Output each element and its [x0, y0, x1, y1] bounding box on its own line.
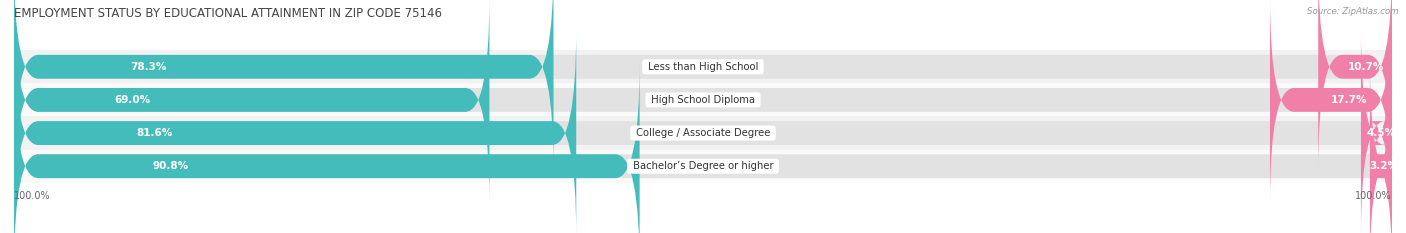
Text: 17.7%: 17.7% [1331, 95, 1368, 105]
FancyBboxPatch shape [1368, 62, 1393, 233]
Bar [14, 150, 1392, 183]
Text: 78.3%: 78.3% [131, 62, 167, 72]
FancyBboxPatch shape [14, 29, 1392, 233]
Text: Source: ZipAtlas.com: Source: ZipAtlas.com [1308, 7, 1399, 16]
Text: 4.5%: 4.5% [1367, 128, 1396, 138]
Text: 10.7%: 10.7% [1348, 62, 1385, 72]
Text: 100.0%: 100.0% [1355, 191, 1392, 201]
Text: EMPLOYMENT STATUS BY EDUCATIONAL ATTAINMENT IN ZIP CODE 75146: EMPLOYMENT STATUS BY EDUCATIONAL ATTAINM… [14, 7, 441, 20]
Bar [14, 83, 1392, 116]
Text: College / Associate Degree: College / Associate Degree [633, 128, 773, 138]
Bar [14, 116, 1392, 150]
FancyBboxPatch shape [14, 62, 1392, 233]
Text: 100.0%: 100.0% [14, 191, 51, 201]
Text: Less than High School: Less than High School [645, 62, 761, 72]
FancyBboxPatch shape [14, 29, 576, 233]
FancyBboxPatch shape [1319, 0, 1392, 171]
Text: 69.0%: 69.0% [115, 95, 150, 105]
FancyBboxPatch shape [1361, 29, 1392, 233]
FancyBboxPatch shape [14, 0, 1392, 171]
Text: 90.8%: 90.8% [152, 161, 188, 171]
FancyBboxPatch shape [14, 0, 1392, 204]
Text: 3.2%: 3.2% [1369, 161, 1399, 171]
Bar [14, 50, 1392, 83]
FancyBboxPatch shape [14, 62, 640, 233]
Text: 81.6%: 81.6% [136, 128, 173, 138]
Text: High School Diploma: High School Diploma [648, 95, 758, 105]
FancyBboxPatch shape [1270, 0, 1392, 204]
FancyBboxPatch shape [14, 0, 554, 171]
Text: Bachelor’s Degree or higher: Bachelor’s Degree or higher [630, 161, 776, 171]
FancyBboxPatch shape [14, 0, 489, 204]
